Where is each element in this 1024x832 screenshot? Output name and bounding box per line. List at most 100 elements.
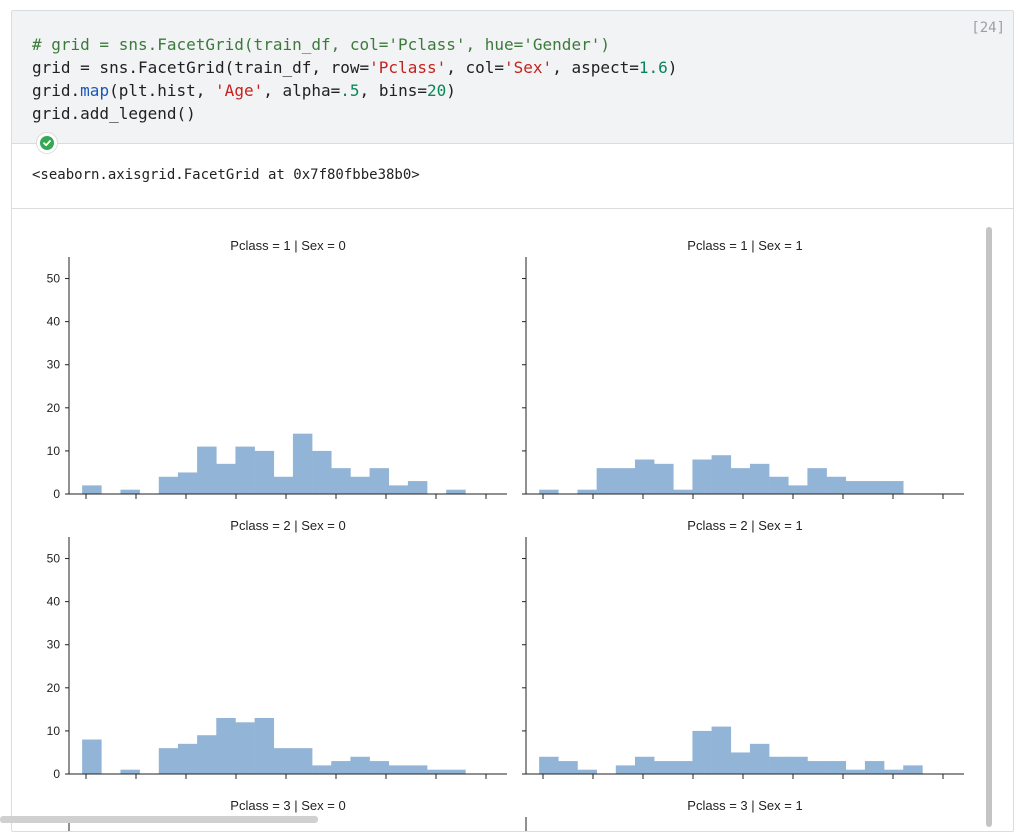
vertical-scrollbar[interactable]: [986, 227, 992, 827]
histogram-bar: [673, 489, 693, 494]
histogram-bar: [158, 476, 179, 494]
output-divider: [12, 208, 1013, 209]
histogram-bar: [673, 761, 693, 774]
histogram-bar: [158, 748, 179, 774]
facet-grid-figure: Pclass = 1 | Sex = 0 0 10 20 30 40 50 Pclass = …: [47, 238, 964, 831]
code-token: 1.6: [638, 58, 668, 77]
histogram-bar: [807, 761, 827, 774]
histogram-bar: [331, 761, 351, 774]
code-token: ): [446, 81, 456, 100]
code-token: ): [667, 58, 678, 77]
code-token: , bins=: [359, 81, 427, 100]
y-tick-label: 0: [53, 767, 60, 781]
code-token: grid.add_legend(): [32, 104, 196, 123]
histogram-bar: [634, 756, 655, 774]
code-token: 'Sex': [504, 58, 553, 77]
facet-panel: Pclass = 3 | Sex = 0: [68, 798, 346, 831]
code-token: # grid = sns.FacetGrid(train_df, col='Pc…: [32, 35, 610, 54]
histogram-bar: [558, 761, 578, 774]
histogram-bar: [427, 769, 447, 774]
histogram-bar: [350, 756, 370, 774]
histogram-bar: [615, 765, 636, 774]
histogram-bar: [120, 489, 140, 494]
histogram-bar: [407, 765, 428, 774]
code-editor[interactable]: [24] # grid = sns.FacetGrid(train_df, co…: [12, 11, 1013, 144]
facet-panel: Pclass = 1 | Sex = 1: [522, 238, 964, 499]
horizontal-scrollbar[interactable]: [0, 816, 318, 823]
y-tick-label: 30: [47, 358, 61, 372]
histogram-bar: [388, 765, 409, 774]
histogram-bar: [273, 476, 294, 494]
histogram-bar: [197, 446, 217, 494]
histogram-bar: [654, 463, 674, 494]
histogram-bar: [903, 765, 923, 774]
histogram-bar: [730, 752, 751, 774]
histogram-bar: [216, 717, 236, 774]
histogram-bar: [769, 476, 789, 494]
histogram-bar: [177, 743, 198, 774]
histogram-bar: [254, 717, 275, 774]
y-tick-label: 50: [47, 272, 61, 286]
histogram-bar: [730, 468, 751, 494]
histogram-bar: [884, 769, 904, 774]
code-token: .5: [340, 81, 360, 100]
histogram-bar: [350, 476, 370, 494]
histogram-bar: [312, 765, 332, 774]
code-block[interactable]: # grid = sns.FacetGrid(train_df, col='Pc…: [32, 33, 677, 125]
notebook-cell[interactable]: [24] # grid = sns.FacetGrid(train_df, co…: [11, 10, 1014, 832]
histogram-bar: [596, 468, 617, 494]
code-token: , aspect=: [552, 58, 639, 77]
histogram-bar: [864, 481, 885, 494]
y-tick-label: 50: [47, 552, 61, 566]
facet-title: Pclass = 3 | Sex = 0: [230, 798, 345, 813]
run-status: [36, 132, 58, 154]
facet-title: Pclass = 1 | Sex = 1: [687, 238, 802, 253]
code-token: map: [80, 81, 110, 100]
code-token: 'Age': [215, 81, 264, 100]
code-token: , alpha=: [263, 81, 341, 100]
code-token: , col=: [446, 58, 505, 77]
histogram-bar: [692, 459, 712, 494]
histogram-bar: [216, 463, 236, 494]
code-token: 20: [426, 81, 447, 100]
histogram-bar: [577, 489, 597, 494]
histogram-bar: [120, 769, 140, 774]
histogram-bar: [845, 481, 866, 494]
facet-title: Pclass = 2 | Sex = 0: [230, 518, 345, 533]
histogram-bar: [539, 756, 559, 774]
code-token: grid.: [32, 81, 81, 100]
plot-output: Pclass = 1 | Sex = 0 0 10 20 30 40 50 Pclass = …: [12, 209, 1013, 831]
histogram-bar: [177, 472, 198, 494]
histogram-bar: [864, 761, 885, 774]
histogram-bar: [254, 450, 275, 494]
y-tick-label: 40: [47, 315, 61, 329]
histogram-bar: [788, 756, 808, 774]
histogram-bar: [711, 455, 732, 494]
check-circle-icon: [40, 136, 54, 150]
histogram-bar: [634, 459, 655, 494]
y-tick-label: 10: [47, 444, 61, 458]
histogram-bar: [82, 739, 102, 774]
histogram-bar: [82, 485, 102, 494]
histogram-bar: [788, 485, 808, 494]
facet-title: Pclass = 3 | Sex = 1: [687, 798, 802, 813]
y-tick-label: 20: [47, 681, 61, 695]
y-tick-label: 40: [47, 595, 61, 609]
histogram-bar: [615, 468, 636, 494]
histogram-bar: [407, 481, 428, 494]
histogram-bar: [446, 769, 466, 774]
histogram-bar: [292, 433, 313, 494]
histogram-bar: [577, 769, 597, 774]
histogram-bar: [331, 468, 351, 494]
histogram-bar: [292, 748, 313, 774]
histogram-bar: [749, 743, 770, 774]
facet-panel: Pclass = 2 | Sex = 0 0 10 20 30 40 50: [47, 518, 507, 781]
histogram-bar: [826, 761, 847, 774]
code-token: (plt.hist,: [109, 81, 216, 100]
histogram-bar: [884, 481, 904, 494]
facet-title: Pclass = 1 | Sex = 0: [230, 238, 345, 253]
histogram-bar: [197, 735, 217, 774]
histogram-bar: [711, 726, 732, 774]
histogram-bar: [235, 446, 255, 494]
histogram-bar: [235, 722, 255, 774]
